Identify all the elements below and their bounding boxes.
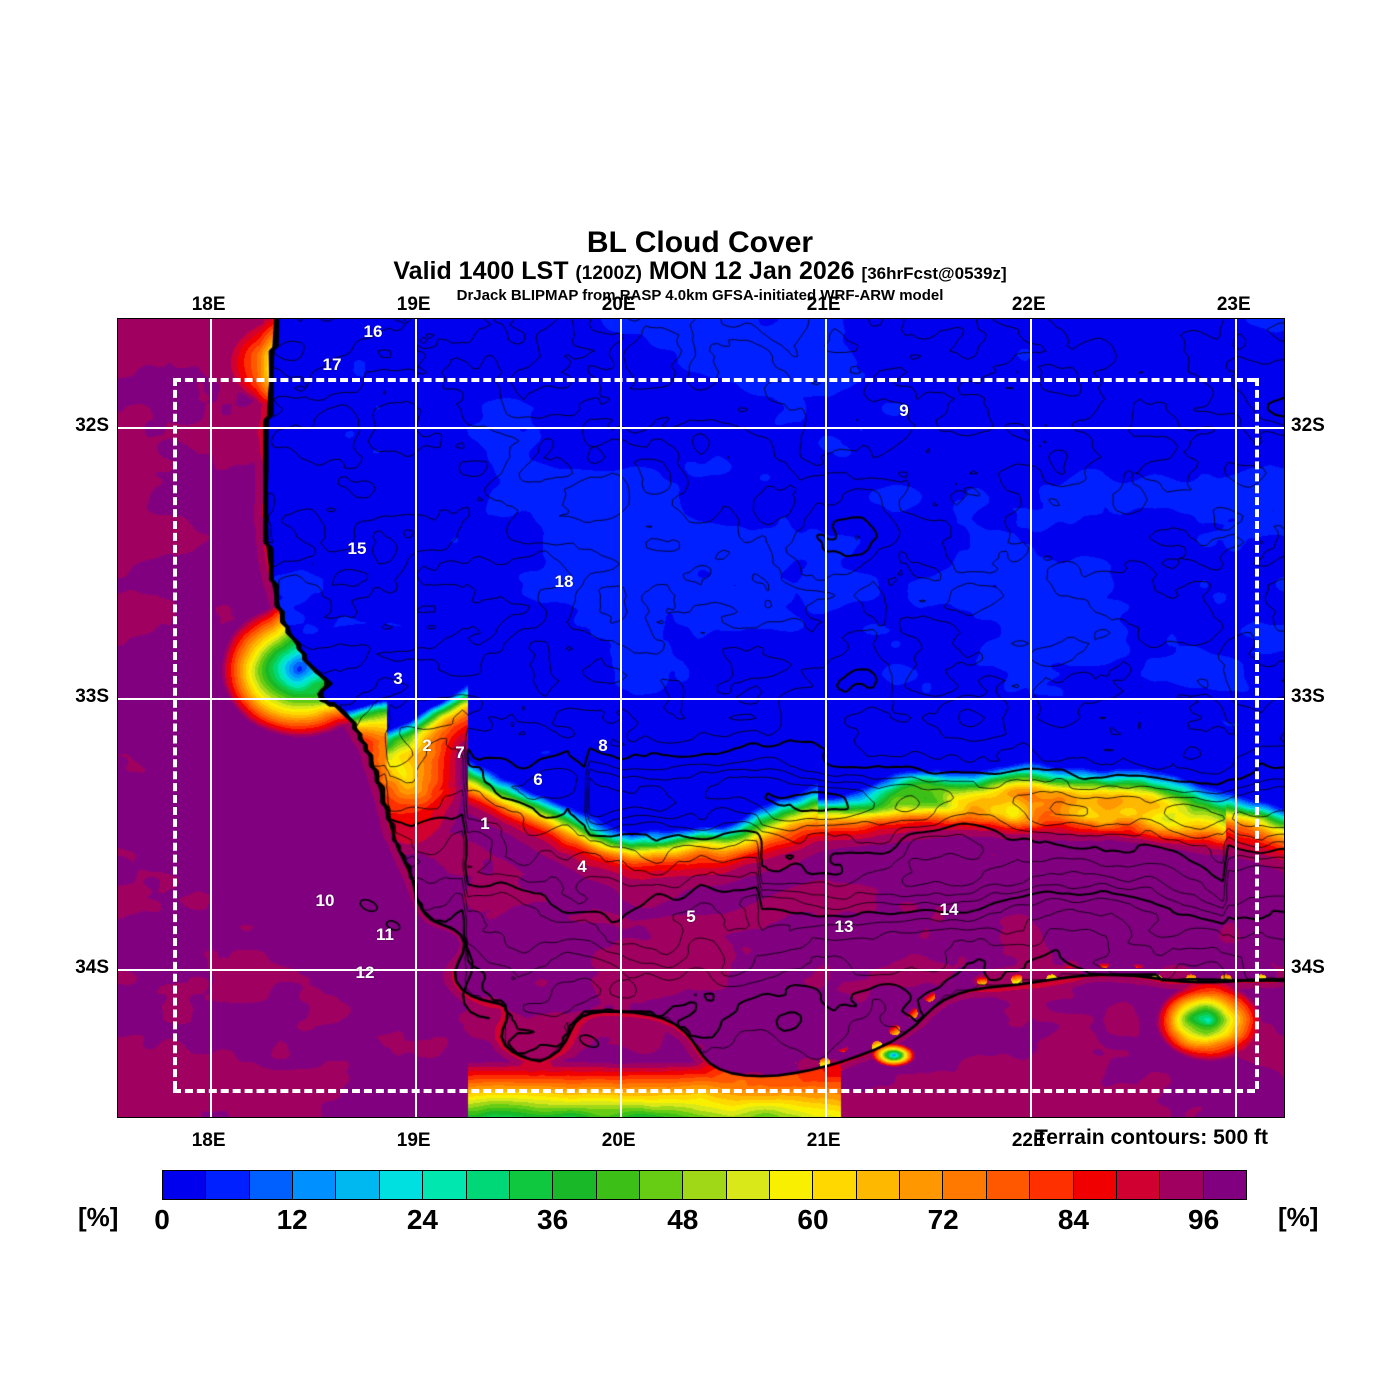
meridian-line xyxy=(414,319,417,1117)
colorbar-tick-label: 72 xyxy=(927,1204,959,1235)
colorbar-segment xyxy=(943,1171,987,1199)
meridian-line xyxy=(619,319,622,1117)
meridian-line xyxy=(1029,319,1032,1117)
valid-time-line: Valid 1400 LST (1200Z) MON 12 Jan 2026 [… xyxy=(0,258,1400,287)
domain-boundary xyxy=(172,377,1256,382)
colorbar-segment xyxy=(683,1171,727,1199)
colorbar-segment xyxy=(249,1171,294,1199)
colorbar-segment xyxy=(1073,1171,1117,1199)
colorbar-segment xyxy=(813,1171,857,1199)
colorbar-tick-label: 0 xyxy=(154,1204,170,1235)
lat-label-right: 34S xyxy=(1291,957,1325,979)
model-credit-line: DrJack BLIPMAP from RASP 4.0km GFSA-init… xyxy=(456,287,944,304)
parallel-line xyxy=(118,969,1284,972)
colorbar-tick-label: 36 xyxy=(537,1204,569,1235)
colorbar-tick-label: 24 xyxy=(406,1204,438,1235)
meridian-line xyxy=(209,319,212,1117)
lon-label-bottom: 20E xyxy=(601,1130,636,1151)
valid-time-utc: (1200Z) xyxy=(575,263,642,284)
colorbar-segment xyxy=(553,1171,597,1199)
colorbar-segment xyxy=(1160,1171,1204,1199)
colorbar-segment xyxy=(379,1171,424,1199)
colorbar-tick-label: 12 xyxy=(276,1204,308,1235)
meridian-line xyxy=(1234,319,1237,1117)
colorbar-segment xyxy=(163,1171,207,1199)
parallel-line xyxy=(118,426,1284,429)
colorbar-unit-right: [%] xyxy=(1278,1202,1319,1232)
colorbar-segment xyxy=(336,1171,380,1199)
colorbar-segment xyxy=(770,1171,814,1199)
colorbar-segment xyxy=(596,1171,640,1199)
lat-label-right: 33S xyxy=(1291,685,1325,707)
colorbar-segment xyxy=(1203,1171,1246,1199)
lat-label-right: 32S xyxy=(1291,414,1325,436)
colorbar: [%] 0 12 24 36 48 60 72 84 96 [%] xyxy=(0,1160,1400,1240)
lon-label-bottom: 22E xyxy=(1011,1130,1046,1151)
lon-label-top: 21E xyxy=(806,294,841,315)
colorbar-segment xyxy=(1116,1171,1161,1199)
parallel-line xyxy=(118,697,1284,700)
lon-label-top: 23E xyxy=(1216,294,1251,315)
colorbar-segment xyxy=(509,1171,554,1199)
forecast-tag: [36hrFcst@0539z] xyxy=(861,264,1007,283)
valid-time-prefix: Valid 1400 LST xyxy=(393,257,569,285)
meridian-line xyxy=(824,319,827,1117)
domain-boundary xyxy=(172,1088,1256,1093)
colorbar-segment xyxy=(423,1171,467,1199)
lon-label-bottom: 19E xyxy=(396,1130,431,1151)
lon-label-top: 22E xyxy=(1011,294,1046,315)
colorbar-segment xyxy=(856,1171,901,1199)
colorbar-tick-label: 60 xyxy=(797,1204,829,1235)
colorbar-tick-label: 84 xyxy=(1057,1204,1089,1235)
lat-label-left: 34S xyxy=(75,957,109,979)
colorbar-segment xyxy=(1030,1171,1074,1199)
terrain-contour-note: Terrain contours: 500 ft xyxy=(1035,1126,1268,1149)
lon-label-top: 18E xyxy=(191,294,226,315)
lat-label-left: 33S xyxy=(75,685,109,707)
colorbar-segment xyxy=(206,1171,250,1199)
colorbar-gradient xyxy=(162,1170,1247,1200)
colorbar-segment xyxy=(726,1171,771,1199)
domain-boundary xyxy=(172,377,177,1089)
title-block: BL Cloud Cover Valid 1400 LST (1200Z) MO… xyxy=(0,228,1400,305)
lon-label-top: 20E xyxy=(601,294,636,315)
lat-label-left: 32S xyxy=(75,414,109,436)
lon-label-bottom: 21E xyxy=(806,1130,841,1151)
colorbar-unit-left: [%] xyxy=(78,1202,119,1232)
cloud-cover-map[interactable]: 1 2 3 4 5 6 7 8 9 10 11 12 13 14 15 16 17 18 xyxy=(117,318,1285,1118)
colorbar-segment xyxy=(900,1171,944,1199)
lon-label-bottom: 18E xyxy=(191,1130,226,1151)
colorbar-segment xyxy=(466,1171,510,1199)
colorbar-segment xyxy=(986,1171,1031,1199)
cloud-cover-raster xyxy=(118,319,1284,1117)
page-title: BL Cloud Cover xyxy=(586,226,814,259)
domain-boundary xyxy=(1255,377,1260,1089)
lon-label-top: 19E xyxy=(396,294,431,315)
colorbar-tick-label: 96 xyxy=(1188,1204,1220,1235)
valid-date: MON 12 Jan 2026 xyxy=(648,257,855,285)
colorbar-segment xyxy=(293,1171,337,1199)
colorbar-segment xyxy=(639,1171,684,1199)
colorbar-tick-label: 48 xyxy=(667,1204,699,1235)
